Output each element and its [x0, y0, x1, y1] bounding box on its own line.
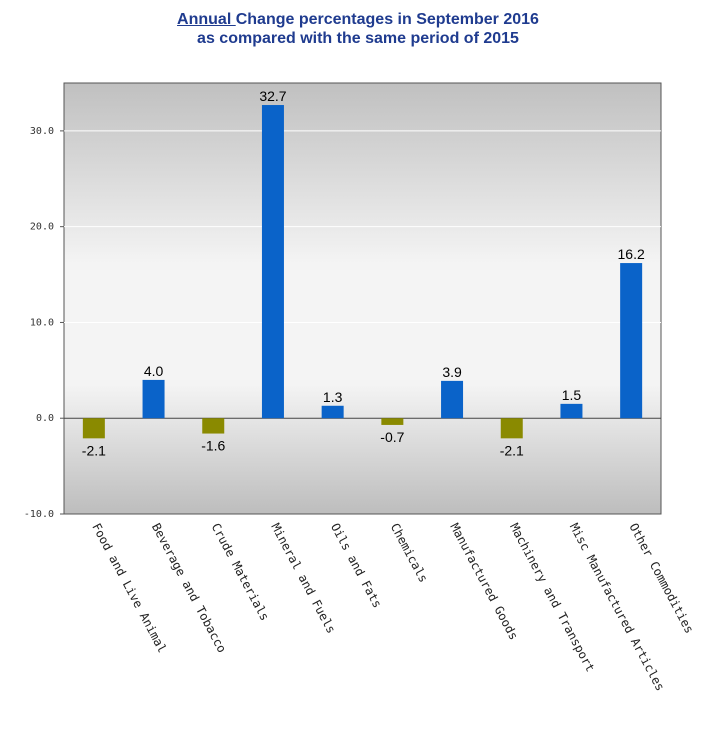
data-label: -1.6 [201, 438, 225, 454]
x-tick-label: Mineral and Fuels [268, 521, 338, 636]
bar [500, 418, 523, 439]
data-label: 1.3 [323, 389, 343, 405]
bar [560, 403, 583, 419]
plot-area [63, 82, 662, 515]
bar [142, 379, 165, 419]
y-tick-label: -10.0 [24, 509, 54, 520]
chart-title-line1: Annual Change percentages in September 2… [0, 10, 716, 29]
bar [202, 418, 225, 434]
y-tick-label: 10.0 [30, 317, 54, 328]
x-tick-label: Oils and Fats [328, 521, 384, 611]
data-label: 32.7 [259, 88, 286, 104]
bar [381, 418, 404, 425]
chart-title-rest: Change percentages in September 2016 [235, 11, 539, 28]
data-label: -2.1 [82, 442, 106, 458]
bar [620, 263, 643, 419]
data-label: -2.1 [500, 442, 524, 458]
chart-title: Annual Change percentages in September 2… [0, 10, 716, 48]
data-label: 4.0 [144, 363, 164, 379]
data-label: -0.7 [380, 429, 404, 445]
data-label: 3.9 [442, 364, 462, 380]
chart-title-underlined: Annual [177, 11, 236, 28]
x-tick-label: Crude Materials [209, 521, 272, 623]
bar [82, 418, 105, 439]
bars [82, 105, 643, 439]
data-labels: -2.1 4.0 -1.6 32.7 1.3 -0.7 3.9 -2.1 1.5 16.2 [82, 88, 645, 458]
y-tick-label: 20.0 [30, 222, 54, 233]
y-tick-label: 30.0 [30, 126, 54, 137]
bar [261, 105, 284, 419]
x-tick-label: Manufactured Goods [447, 521, 520, 642]
y-axis: -10.0 0.0 10.0 20.0 30.0 [24, 126, 64, 520]
bar [441, 380, 464, 419]
y-tick-label: 0.0 [36, 413, 54, 424]
x-tick-label: Chemicals [388, 521, 431, 585]
x-tick-label: Other Commodities [627, 521, 697, 636]
data-label: 1.5 [562, 387, 582, 403]
data-label: 16.2 [618, 246, 645, 262]
chart-subtitle: as compared with the same period of 2015 [197, 30, 519, 47]
bar [321, 405, 344, 419]
